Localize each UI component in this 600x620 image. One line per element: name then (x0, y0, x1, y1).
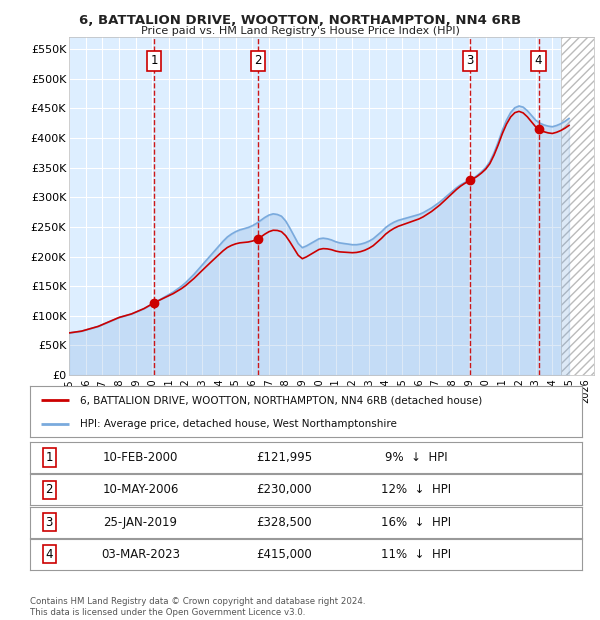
Text: HPI: Average price, detached house, West Northamptonshire: HPI: Average price, detached house, West… (80, 419, 397, 429)
Text: 3: 3 (466, 55, 474, 68)
Text: 10-MAY-2006: 10-MAY-2006 (102, 484, 179, 496)
Text: 11%  ↓  HPI: 11% ↓ HPI (382, 548, 451, 560)
Text: £121,995: £121,995 (256, 451, 312, 464)
Text: 6, BATTALION DRIVE, WOOTTON, NORTHAMPTON, NN4 6RB: 6, BATTALION DRIVE, WOOTTON, NORTHAMPTON… (79, 14, 521, 27)
Text: 1: 1 (46, 451, 53, 464)
Text: 03-MAR-2023: 03-MAR-2023 (101, 548, 180, 560)
Text: 6, BATTALION DRIVE, WOOTTON, NORTHAMPTON, NN4 6RB (detached house): 6, BATTALION DRIVE, WOOTTON, NORTHAMPTON… (80, 396, 482, 405)
Text: 1: 1 (151, 55, 158, 68)
Text: £230,000: £230,000 (256, 484, 312, 496)
Text: £415,000: £415,000 (256, 548, 312, 560)
Text: 12%  ↓  HPI: 12% ↓ HPI (382, 484, 451, 496)
Text: Contains HM Land Registry data © Crown copyright and database right 2024.
This d: Contains HM Land Registry data © Crown c… (30, 598, 365, 617)
Text: Price paid vs. HM Land Registry's House Price Index (HPI): Price paid vs. HM Land Registry's House … (140, 26, 460, 36)
Text: 2: 2 (46, 484, 53, 496)
Text: 4: 4 (535, 55, 542, 68)
Text: 16%  ↓  HPI: 16% ↓ HPI (382, 516, 451, 528)
Text: 3: 3 (46, 516, 53, 528)
Text: 4: 4 (46, 548, 53, 560)
Text: 2: 2 (254, 55, 262, 68)
Text: 9%  ↓  HPI: 9% ↓ HPI (385, 451, 448, 464)
Text: 25-JAN-2019: 25-JAN-2019 (103, 516, 178, 528)
Text: 10-FEB-2000: 10-FEB-2000 (103, 451, 178, 464)
Text: £328,500: £328,500 (256, 516, 312, 528)
